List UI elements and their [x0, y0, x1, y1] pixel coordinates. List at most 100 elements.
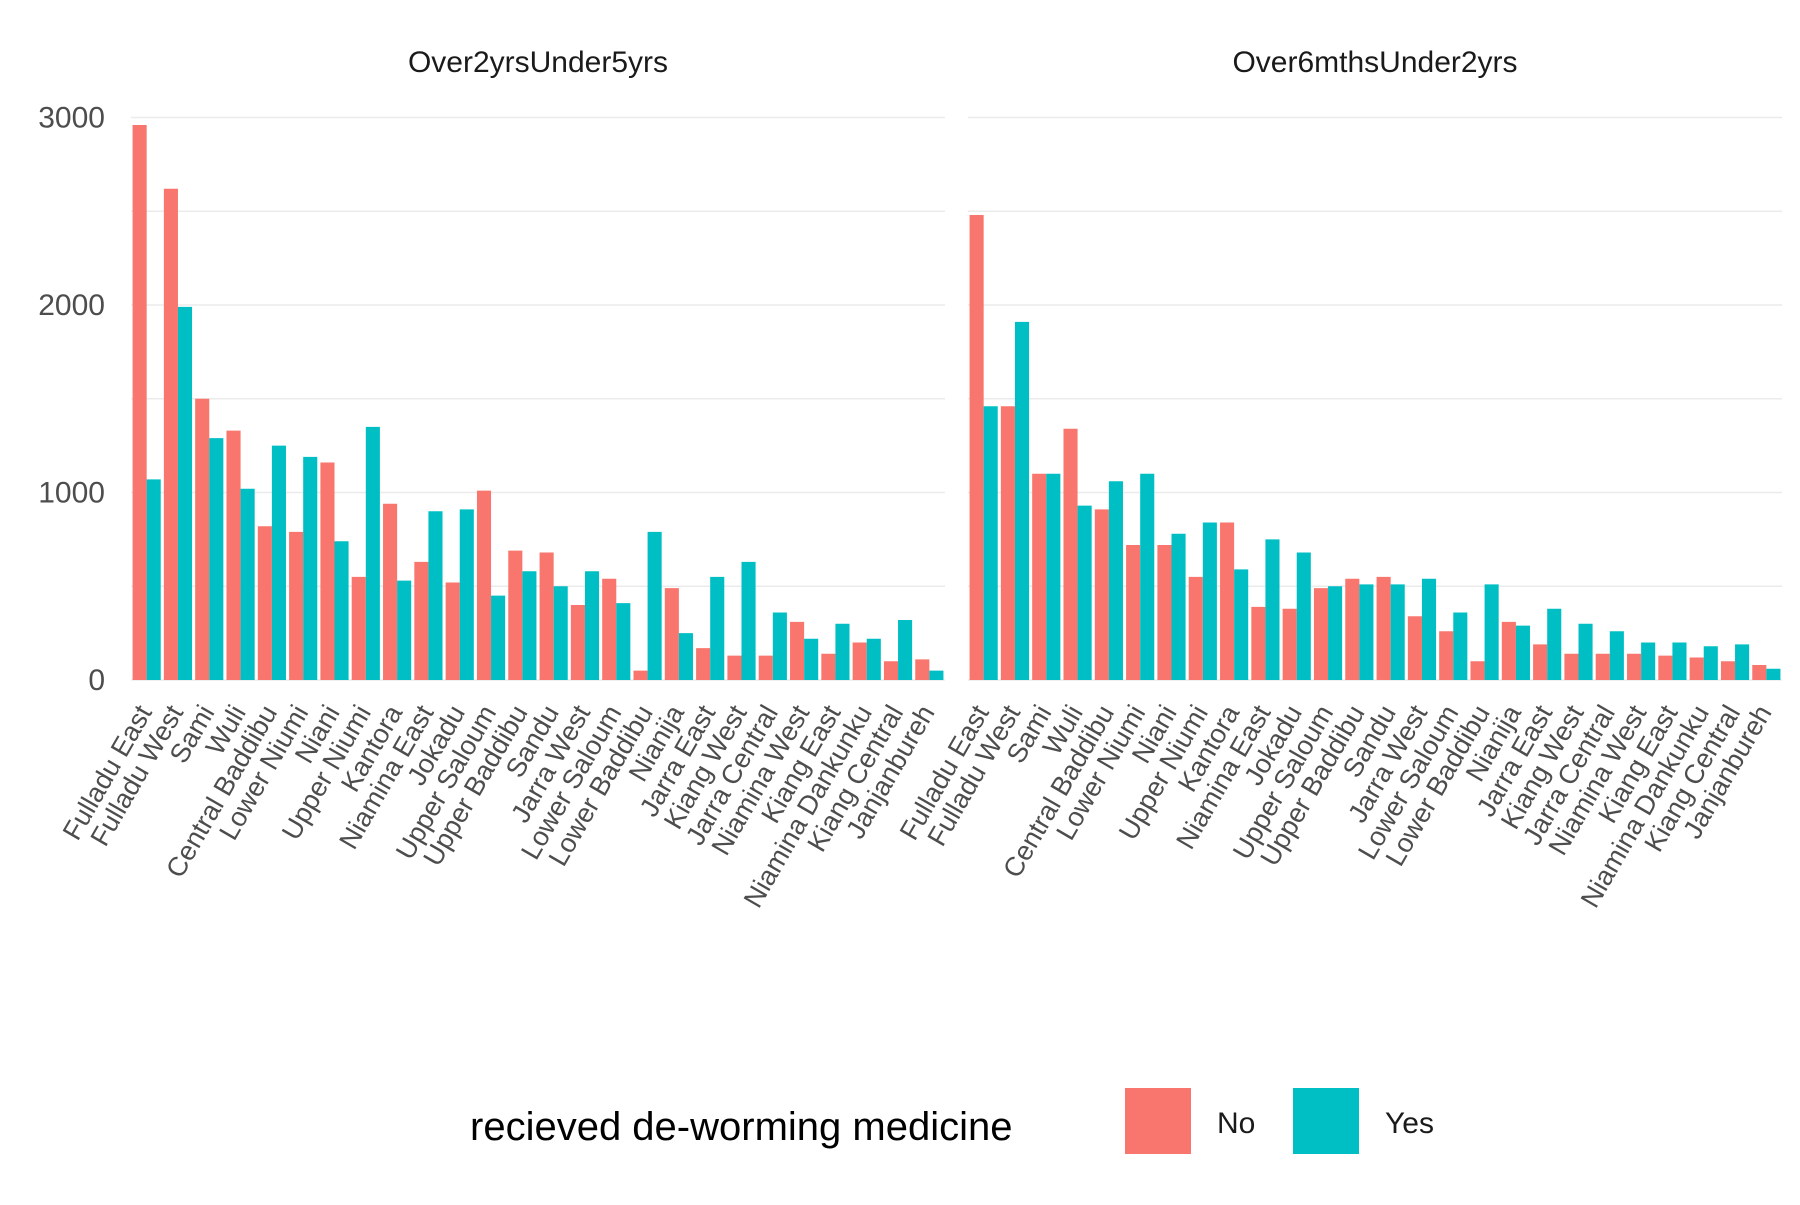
bar-yes	[1453, 612, 1468, 680]
bar-no	[1282, 608, 1297, 680]
bar-yes	[1421, 578, 1437, 680]
bar-no	[633, 670, 648, 681]
bar-no	[1533, 644, 1548, 681]
bar-no	[1439, 631, 1454, 680]
bar-yes	[1390, 584, 1405, 681]
bar-yes	[1234, 569, 1249, 681]
legend-key-yes	[1293, 1088, 1359, 1154]
bar-no	[602, 578, 617, 680]
bar-yes	[804, 638, 819, 680]
bar-yes	[983, 406, 998, 680]
bar-no	[1376, 576, 1391, 681]
bar-yes	[710, 576, 725, 681]
bar-no	[414, 561, 429, 681]
bar-yes	[835, 623, 850, 680]
bar-no	[508, 550, 523, 681]
bar-no	[445, 582, 460, 680]
bar-no	[1658, 655, 1673, 681]
bar-no	[320, 462, 335, 680]
bar-no	[1689, 657, 1704, 680]
bar-no	[1627, 653, 1642, 680]
bar-no	[570, 605, 585, 680]
bar-no	[915, 659, 930, 681]
bar-no	[790, 621, 805, 681]
bar-yes	[1140, 473, 1155, 680]
grid-layer	[131, 116, 1782, 681]
bar-yes	[303, 456, 318, 681]
bar-no	[1032, 473, 1047, 680]
bar-layer	[132, 125, 1781, 681]
bar-no	[821, 653, 836, 680]
bar-no	[539, 552, 554, 680]
bar-no	[883, 661, 899, 680]
legend-key-no	[1125, 1088, 1191, 1154]
bar-no	[132, 125, 147, 680]
bar-no	[1251, 606, 1266, 681]
bar-no	[1094, 509, 1109, 681]
legend-title: recieved de-worming medicine	[470, 1105, 1012, 1149]
bar-no	[696, 648, 711, 681]
bar-no	[1470, 661, 1485, 680]
bar-yes	[271, 445, 286, 681]
bar-yes	[1766, 668, 1781, 680]
bar-yes	[240, 488, 255, 680]
bar-no	[1752, 665, 1767, 680]
legend: recieved de-worming medicine No Yes	[470, 1088, 1434, 1154]
bar-yes	[1108, 481, 1123, 680]
bar-no	[476, 490, 492, 681]
bar-yes	[1672, 642, 1687, 680]
bar-yes	[459, 509, 474, 681]
bar-yes	[741, 561, 756, 681]
bar-yes	[334, 541, 349, 680]
bar-yes	[1359, 584, 1374, 681]
bar-no	[664, 588, 679, 681]
bar-no	[969, 215, 984, 680]
bar-yes	[1484, 584, 1499, 681]
bar-yes	[146, 479, 161, 681]
bar-no	[289, 531, 304, 681]
bar-yes	[1014, 321, 1030, 681]
bar-no	[383, 503, 398, 680]
bar-yes	[428, 511, 443, 680]
facet-title: Over2yrsUnder5yrs	[408, 46, 668, 79]
bar-yes	[772, 612, 787, 680]
legend-label-yes: Yes	[1385, 1107, 1434, 1140]
bar-yes	[1265, 539, 1280, 681]
bar-no	[351, 576, 366, 681]
bar-no	[852, 642, 867, 680]
bar-no	[1720, 661, 1736, 680]
bar-yes	[1171, 533, 1186, 680]
bar-yes	[1547, 608, 1562, 680]
bar-no	[1126, 545, 1141, 680]
legend-label-no: No	[1217, 1107, 1255, 1140]
bar-no	[1220, 522, 1235, 680]
bar-yes	[584, 571, 600, 680]
bar-no	[1000, 406, 1015, 680]
bar-yes	[1296, 552, 1311, 680]
bar-yes	[491, 595, 506, 681]
bar-yes	[1703, 646, 1718, 680]
y-tick-label: 1000	[38, 477, 105, 510]
bar-no	[226, 430, 241, 681]
bar-yes	[866, 638, 881, 680]
bar-yes	[1735, 644, 1750, 681]
bar-yes	[553, 586, 568, 680]
bar-yes	[1077, 505, 1092, 681]
bar-yes	[177, 306, 193, 681]
bar-no	[1595, 653, 1610, 680]
bar-yes	[1578, 623, 1593, 680]
bar-yes	[678, 633, 693, 681]
bar-yes	[1046, 473, 1061, 680]
bar-yes	[1609, 631, 1624, 680]
bar-yes	[898, 620, 913, 680]
bar-no	[758, 655, 773, 681]
bar-yes	[647, 531, 662, 681]
y-tick-label: 3000	[38, 102, 105, 135]
facet-title: Over6mthsUnder2yrs	[1232, 46, 1517, 79]
bar-yes	[209, 438, 224, 681]
bar-yes	[397, 580, 412, 681]
bar-no	[1564, 653, 1579, 680]
